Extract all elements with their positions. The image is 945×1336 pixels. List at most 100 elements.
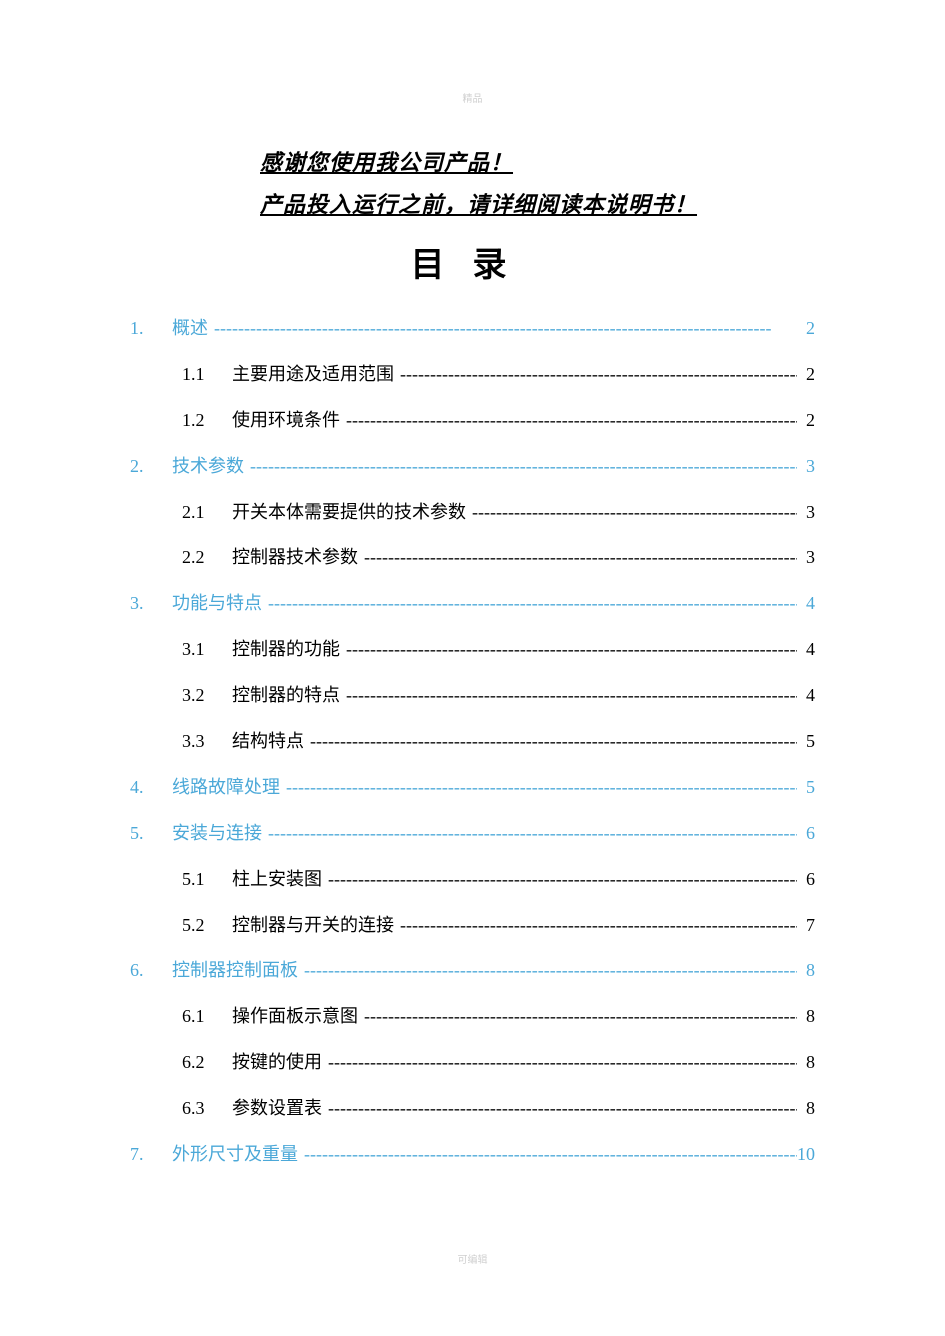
toc-entry-label: 控制器与开关的连接 xyxy=(232,903,394,949)
toc-entry-label: 主要用途及适用范围 xyxy=(232,352,394,398)
toc-entry: 6.1操作面板示意图------------------------------… xyxy=(130,994,815,1040)
toc-entry-leader: ----------------------------------------… xyxy=(298,1132,797,1178)
toc-entry-page: 3 xyxy=(797,535,815,581)
toc-entry: 2.技术参数----------------------------------… xyxy=(130,444,815,490)
toc-entry: 7.外形尺寸及重量-------------------------------… xyxy=(130,1132,815,1178)
toc-entry-label: 参数设置表 xyxy=(232,1086,322,1132)
toc-entry-number: 6. xyxy=(130,948,172,994)
toc-entry-leader: ----------------------------------------… xyxy=(244,444,797,490)
toc-entry-label: 线路故障处理 xyxy=(172,765,280,811)
toc-entry-label: 控制器控制面板 xyxy=(172,948,298,994)
toc-entry-label: 外形尺寸及重量 xyxy=(172,1132,298,1178)
toc-entry-page: 6 xyxy=(797,857,815,903)
watermark-top: 精品 xyxy=(130,90,815,105)
toc-entry-leader: ----------------------------------------… xyxy=(280,765,797,811)
toc-entry-page: 3 xyxy=(797,444,815,490)
toc-entry-leader: ----------------------------------------… xyxy=(262,581,797,627)
toc-entry-label: 技术参数 xyxy=(172,444,244,490)
toc-entry-number: 6.2 xyxy=(182,1040,232,1086)
toc-entry-leader: ----------------------------------------… xyxy=(340,673,797,719)
toc-entry: 5.1柱上安装图--------------------------------… xyxy=(130,857,815,903)
toc-entry-leader: ----------------------------------------… xyxy=(322,857,797,903)
intro-line-2: 产品投入运行之前，请详细阅读本说明书！ xyxy=(260,187,815,219)
toc-entry-label: 控制器技术参数 xyxy=(232,535,358,581)
toc-entry: 1.2使用环境条件-------------------------------… xyxy=(130,398,815,444)
toc-entry-leader: ----------------------------------------… xyxy=(394,352,797,398)
toc-entry: 5.2控制器与开关的连接----------------------------… xyxy=(130,903,815,949)
toc-entry-page: 8 xyxy=(797,1040,815,1086)
toc-entry: 2.2控制器技术参数------------------------------… xyxy=(130,535,815,581)
toc-entry-number: 4. xyxy=(130,765,172,811)
document-page: 精品 感谢您使用我公司产品！ 产品投入运行之前，请详细阅读本说明书！ 目录 1.… xyxy=(0,0,945,1238)
toc-entry-page: 2 xyxy=(797,306,815,352)
toc-entry-number: 3.3 xyxy=(182,719,232,765)
toc-entry-number: 3. xyxy=(130,581,172,627)
toc-entry-number: 5. xyxy=(130,811,172,857)
toc-entry: 1.概述------------------------------------… xyxy=(130,306,815,352)
toc-entry-page: 10 xyxy=(797,1132,815,1178)
toc-entry: 6.2按键的使用--------------------------------… xyxy=(130,1040,815,1086)
toc-entry-label: 开关本体需要提供的技术参数 xyxy=(232,490,466,536)
toc-entry-page: 2 xyxy=(797,398,815,444)
toc-entry-page: 3 xyxy=(797,490,815,536)
toc-entry-page: 4 xyxy=(797,673,815,719)
toc-entry-leader: ----------------------------------------… xyxy=(358,535,797,581)
toc-entry-number: 1.2 xyxy=(182,398,232,444)
toc-entry: 5.安装与连接---------------------------------… xyxy=(130,811,815,857)
toc-entry-leader: ----------------------------------------… xyxy=(298,948,797,994)
toc-entry-leader: ----------------------------------------… xyxy=(322,1086,797,1132)
toc-entry-number: 2.2 xyxy=(182,535,232,581)
toc-entry-page: 8 xyxy=(797,1086,815,1132)
toc-entry-label: 柱上安装图 xyxy=(232,857,322,903)
toc-entry-label: 概述 xyxy=(172,306,208,352)
toc-entry-leader: ----------------------------------------… xyxy=(358,994,797,1040)
toc-list: 1.概述------------------------------------… xyxy=(130,306,815,1178)
toc-entry-number: 5.2 xyxy=(182,903,232,949)
toc-entry-number: 6.3 xyxy=(182,1086,232,1132)
toc-entry-label: 按键的使用 xyxy=(232,1040,322,1086)
toc-entry-number: 5.1 xyxy=(182,857,232,903)
toc-entry-number: 1.1 xyxy=(182,352,232,398)
toc-entry-page: 6 xyxy=(797,811,815,857)
toc-entry-leader: ----------------------------------------… xyxy=(394,903,797,949)
toc-entry-label: 控制器的特点 xyxy=(232,673,340,719)
intro-line-1: 感谢您使用我公司产品！ xyxy=(260,145,815,177)
toc-entry-page: 4 xyxy=(797,581,815,627)
toc-entry-page: 4 xyxy=(797,627,815,673)
toc-entry-leader: ----------------------------------------… xyxy=(208,306,797,352)
toc-entry: 1.1主要用途及适用范围----------------------------… xyxy=(130,352,815,398)
toc-entry-number: 3.2 xyxy=(182,673,232,719)
intro-block: 感谢您使用我公司产品！ 产品投入运行之前，请详细阅读本说明书！ xyxy=(260,145,815,219)
toc-entry: 3.3结构特点---------------------------------… xyxy=(130,719,815,765)
toc-entry-page: 8 xyxy=(797,948,815,994)
toc-entry-leader: ----------------------------------------… xyxy=(304,719,797,765)
toc-entry-leader: ----------------------------------------… xyxy=(340,627,797,673)
toc-entry-leader: ----------------------------------------… xyxy=(340,398,797,444)
watermark-bottom: 可编辑 xyxy=(0,1251,945,1266)
toc-entry-label: 安装与连接 xyxy=(172,811,262,857)
toc-entry: 6.控制器控制面板-------------------------------… xyxy=(130,948,815,994)
toc-entry-leader: ----------------------------------------… xyxy=(262,811,797,857)
toc-entry-page: 7 xyxy=(797,903,815,949)
toc-entry-label: 功能与特点 xyxy=(172,581,262,627)
toc-entry-number: 3.1 xyxy=(182,627,232,673)
toc-entry-label: 使用环境条件 xyxy=(232,398,340,444)
toc-entry-label: 控制器的功能 xyxy=(232,627,340,673)
toc-entry-leader: ----------------------------------------… xyxy=(322,1040,797,1086)
toc-entry: 2.1开关本体需要提供的技术参数------------------------… xyxy=(130,490,815,536)
toc-entry: 4.线路故障处理--------------------------------… xyxy=(130,765,815,811)
toc-entry-page: 2 xyxy=(797,352,815,398)
toc-entry: 6.3参数设置表--------------------------------… xyxy=(130,1086,815,1132)
toc-entry-number: 6.1 xyxy=(182,994,232,1040)
toc-entry-number: 1. xyxy=(130,306,172,352)
toc-entry-page: 5 xyxy=(797,719,815,765)
toc-entry-label: 操作面板示意图 xyxy=(232,994,358,1040)
toc-entry-number: 2.1 xyxy=(182,490,232,536)
toc-entry: 3.1控制器的功能-------------------------------… xyxy=(130,627,815,673)
toc-entry-number: 2. xyxy=(130,444,172,490)
toc-title: 目录 xyxy=(130,237,815,286)
toc-entry-page: 8 xyxy=(797,994,815,1040)
toc-entry-number: 7. xyxy=(130,1132,172,1178)
toc-entry: 3.功能与特点---------------------------------… xyxy=(130,581,815,627)
toc-entry-leader: ----------------------------------------… xyxy=(466,490,797,536)
